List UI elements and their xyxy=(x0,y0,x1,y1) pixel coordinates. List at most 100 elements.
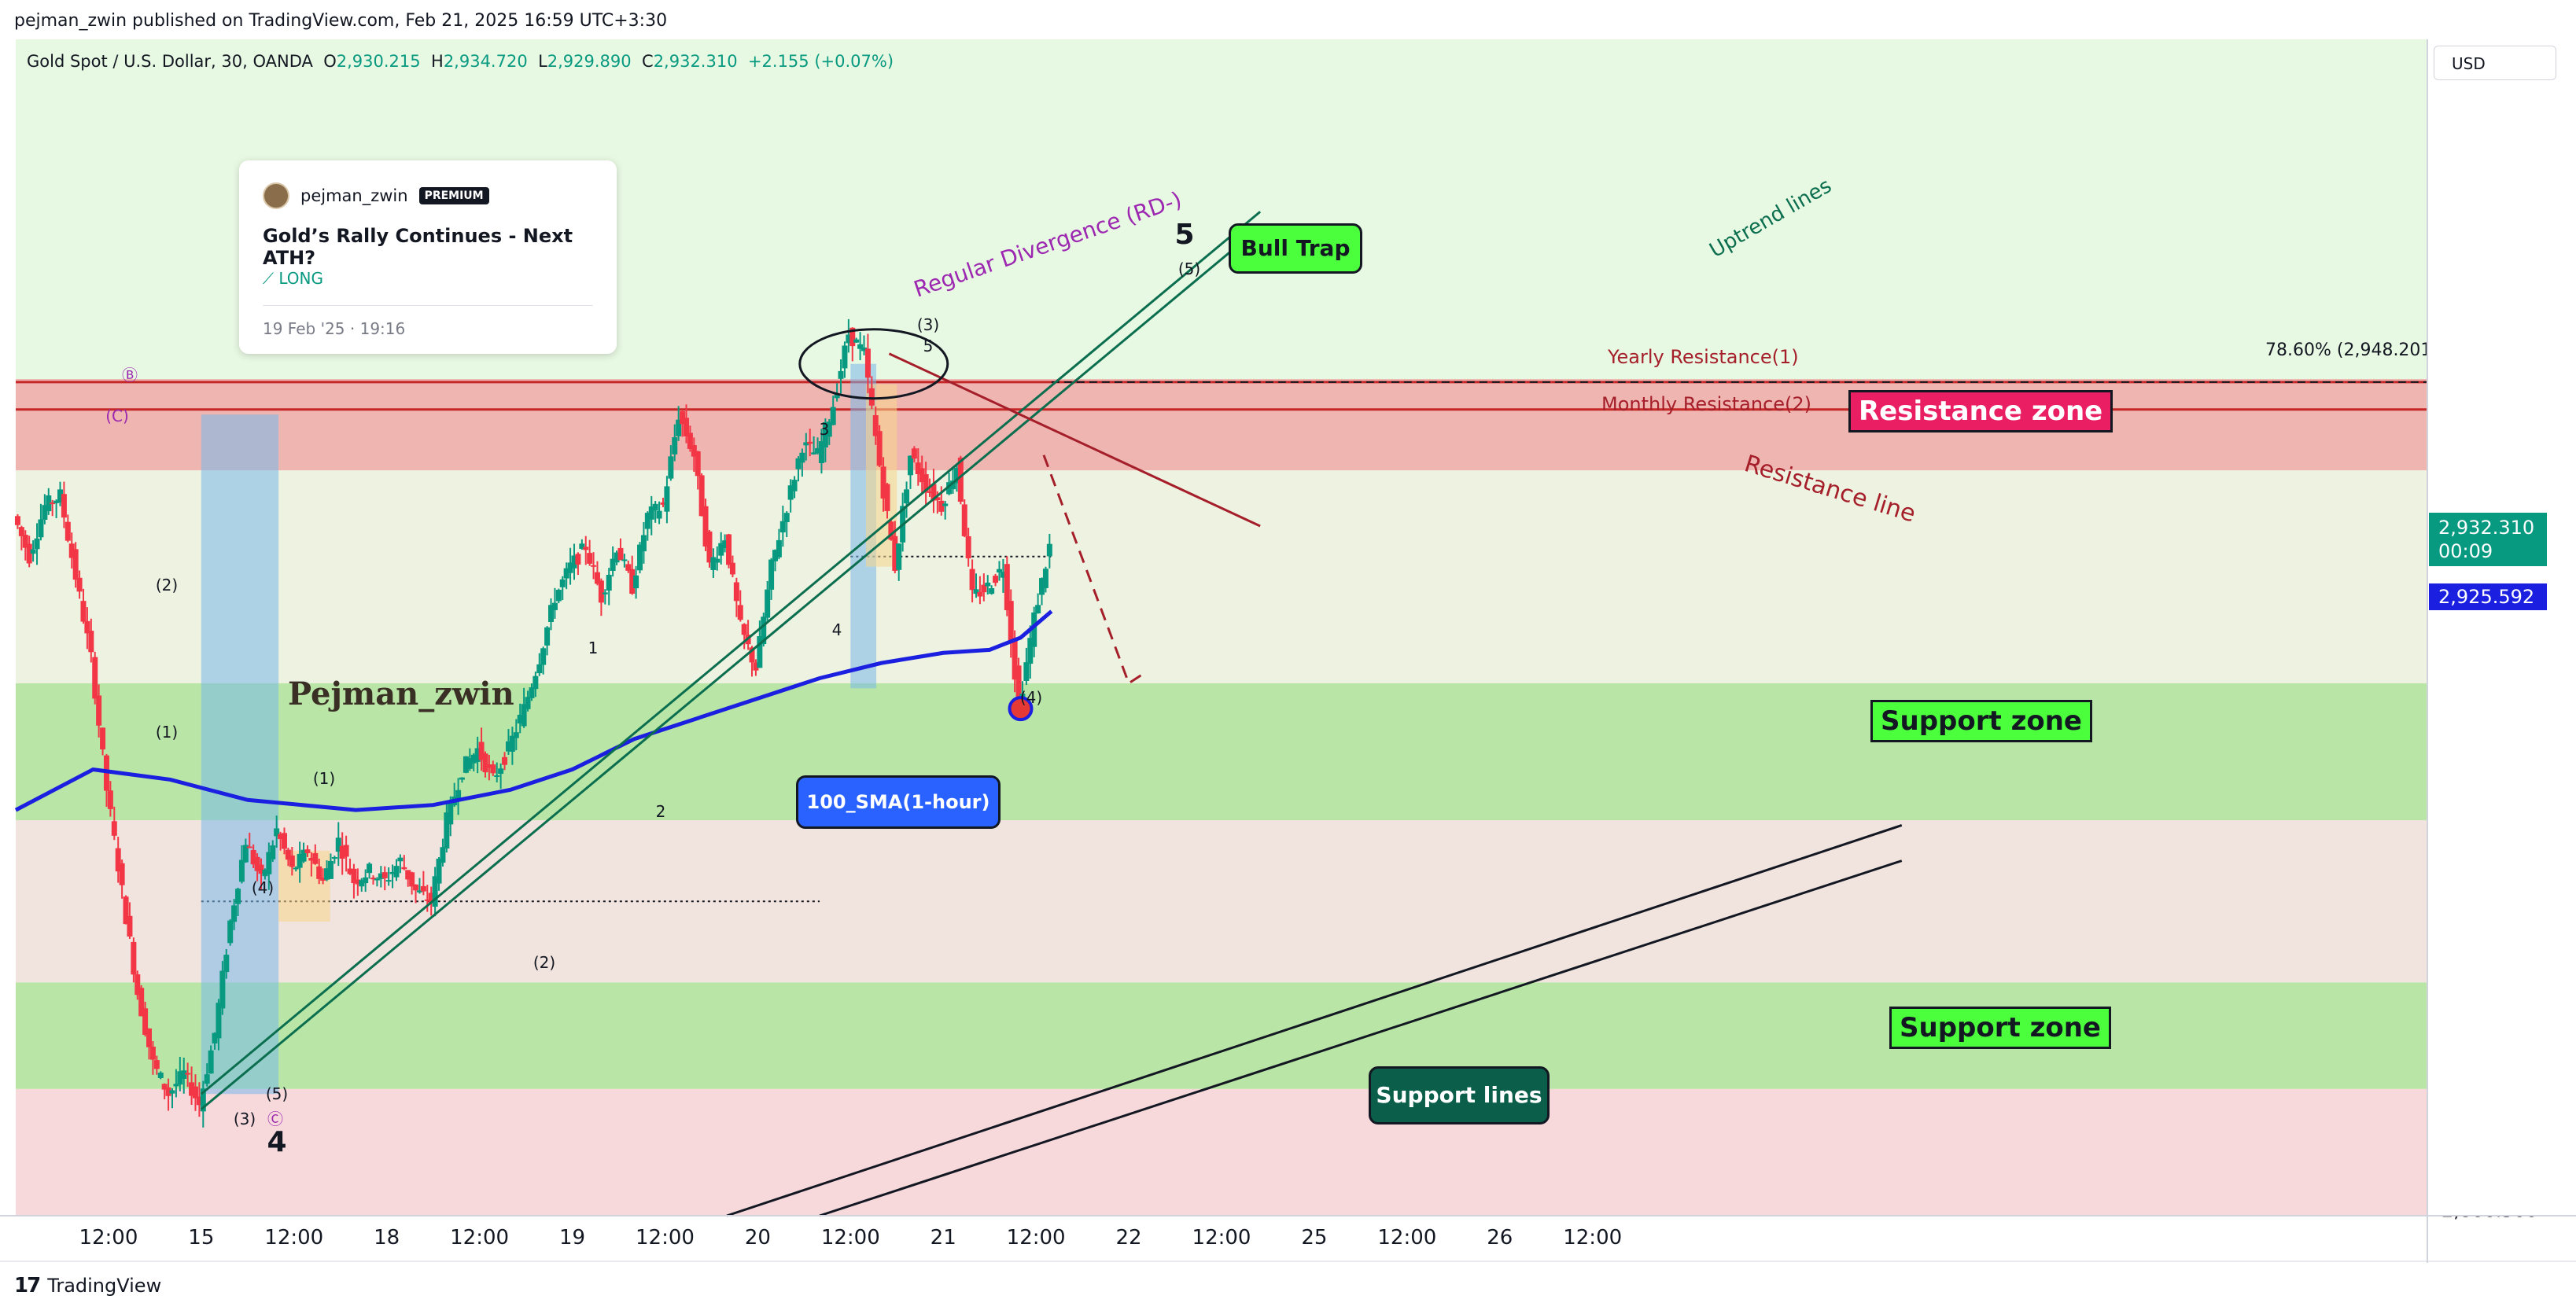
candle-body xyxy=(548,605,555,622)
candle-body xyxy=(521,704,527,727)
avatar xyxy=(263,182,289,209)
premium-badge: PREMIUM xyxy=(418,187,489,204)
candle-body xyxy=(977,591,983,597)
idea-title[interactable]: Gold’s Rally Continues - Next ATH? xyxy=(263,225,573,269)
candle-body xyxy=(733,582,739,602)
candle-body xyxy=(216,1003,222,1039)
bearish-projection xyxy=(1042,455,1145,686)
candle-body xyxy=(583,547,589,550)
candle-body xyxy=(335,837,341,852)
watermark-text: Pejman_zwin xyxy=(288,675,514,712)
candle-body xyxy=(185,1073,191,1075)
candle-body xyxy=(119,863,125,885)
support-line-2 xyxy=(819,859,1903,1217)
candle-body xyxy=(293,867,299,870)
candle-body xyxy=(934,497,941,501)
candle-body xyxy=(787,485,794,500)
candle-body xyxy=(76,577,83,592)
candle-body xyxy=(826,421,832,437)
candle-body xyxy=(633,575,639,589)
candle-body xyxy=(648,506,654,520)
candle-body xyxy=(919,468,925,483)
candle-body xyxy=(177,1071,183,1085)
countdown-value: 00:09 xyxy=(2438,540,2493,562)
wave-label: 4 xyxy=(832,620,842,639)
candle-body xyxy=(189,1082,195,1096)
candle-body xyxy=(440,847,446,863)
sma-price-tag: 2,925.592 xyxy=(2429,583,2547,610)
candle-body xyxy=(505,741,511,752)
candle-body xyxy=(517,714,523,724)
open-value: 2,930.215 xyxy=(336,52,421,71)
candle-body xyxy=(896,543,902,570)
candle-body xyxy=(343,845,349,857)
candle-body xyxy=(131,941,137,975)
candle-body xyxy=(676,419,682,436)
candle-body xyxy=(405,870,411,880)
candle-body xyxy=(911,448,917,459)
monthly-resistance-label: Monthly Resistance(2) xyxy=(1601,393,1811,415)
candle-body xyxy=(594,572,600,584)
wave-label: Ⓒ xyxy=(267,1110,283,1128)
candle-body xyxy=(892,536,898,571)
candle-body xyxy=(478,742,485,760)
candle-body xyxy=(880,466,886,499)
tradingview-wordmark: TradingView xyxy=(47,1275,162,1297)
candle-body xyxy=(993,576,999,583)
wave-label: (1) xyxy=(313,769,335,788)
candle-body xyxy=(235,889,241,904)
candle-body xyxy=(559,579,566,587)
candle-body xyxy=(53,500,60,503)
candle-body xyxy=(1027,638,1034,664)
candle-body xyxy=(737,605,743,620)
candle-body xyxy=(1015,665,1022,707)
time-tick-label: 25 xyxy=(1301,1226,1327,1250)
publish-caption: pejman_zwin published on TradingView.com… xyxy=(14,11,668,31)
candle-body xyxy=(555,589,562,602)
candle-body xyxy=(416,890,422,893)
candle-body xyxy=(931,484,937,501)
candle-body xyxy=(490,764,496,774)
wave-label: 3 xyxy=(820,420,830,439)
candle-body xyxy=(127,915,133,937)
wave-label: (1) xyxy=(156,723,178,742)
idea-card[interactable]: pejman_zwin PREMIUM Gold’s Rally Continu… xyxy=(239,160,617,354)
candle-body xyxy=(551,602,558,610)
candle-body xyxy=(621,559,628,561)
candle-body xyxy=(981,584,987,593)
high-value: 2,934.720 xyxy=(443,52,528,71)
candle-body xyxy=(529,687,535,698)
candle-body xyxy=(791,480,798,491)
candle-body xyxy=(598,580,604,603)
candle-body xyxy=(304,849,311,853)
idea-author[interactable]: pejman_zwin xyxy=(300,186,408,205)
candle-body xyxy=(138,988,145,1017)
support-zone-upper-label: Support zone xyxy=(1870,700,2092,742)
candle-body xyxy=(111,821,117,836)
candle-body xyxy=(938,500,945,512)
currency-button[interactable]: USD xyxy=(2434,46,2556,80)
candle-body xyxy=(950,480,956,490)
candle-body xyxy=(50,502,56,505)
candle-body xyxy=(123,896,129,925)
candle-body xyxy=(300,849,307,862)
candle-body xyxy=(374,878,380,881)
candle-body xyxy=(536,664,543,674)
candle-body xyxy=(498,768,504,775)
candle-body xyxy=(803,442,809,446)
candle-body xyxy=(212,1032,218,1043)
candle-body xyxy=(359,880,365,887)
candle-body xyxy=(242,845,249,863)
candle-body xyxy=(231,905,238,922)
candle-body xyxy=(107,790,113,809)
candle-body xyxy=(961,504,967,536)
high-label: H xyxy=(431,52,444,71)
candle-body xyxy=(397,857,404,862)
tradingview-logo[interactable]: 17 TradingView xyxy=(14,1274,161,1297)
yearly-resistance-label: Yearly Resistance(1) xyxy=(1607,346,1799,368)
candle-body xyxy=(200,1088,206,1112)
time-tick-label: 12:00 xyxy=(450,1226,509,1250)
candle-body xyxy=(729,562,735,575)
candle-body xyxy=(135,974,141,996)
